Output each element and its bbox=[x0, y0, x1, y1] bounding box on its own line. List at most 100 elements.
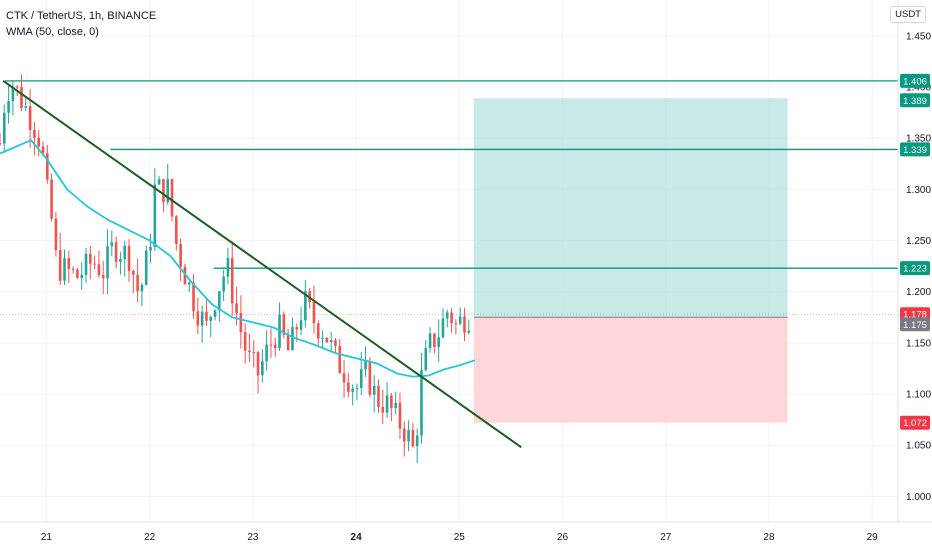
candle-up bbox=[110, 242, 114, 247]
candle-down bbox=[390, 395, 393, 409]
candle-up bbox=[351, 388, 354, 392]
candle-down bbox=[136, 274, 139, 292]
candle-down bbox=[33, 129, 36, 138]
candle-down bbox=[46, 153, 49, 180]
candle-up bbox=[213, 310, 217, 317]
y-tick-label: 1.450 bbox=[906, 31, 931, 42]
chart-legend: CTK / TetherUS, 1h, BINANCE WMA (50, clo… bbox=[6, 8, 156, 40]
candle-up bbox=[415, 435, 419, 447]
candle-up bbox=[157, 179, 161, 185]
x-tick-label: 28 bbox=[763, 532, 775, 543]
candle-down bbox=[398, 402, 402, 429]
price-badge-level bbox=[900, 261, 930, 276]
candle-up bbox=[166, 179, 170, 203]
indicator-label[interactable]: WMA (50, close, 0) bbox=[6, 26, 99, 38]
candle-down bbox=[312, 302, 316, 324]
candle-up bbox=[3, 112, 6, 144]
candle-up bbox=[149, 246, 152, 251]
time-axis-bg bbox=[0, 522, 932, 550]
candle-up bbox=[321, 337, 324, 339]
candle-down bbox=[93, 263, 96, 265]
candle-down bbox=[50, 179, 53, 219]
price-badge-label: 1.072 bbox=[903, 418, 927, 429]
price-badge-label: 1.389 bbox=[903, 96, 927, 107]
candle-down bbox=[347, 382, 350, 392]
candle-up bbox=[63, 258, 66, 281]
candle-up bbox=[153, 184, 157, 247]
candle-up bbox=[222, 276, 225, 292]
candle-down bbox=[248, 350, 251, 352]
loss-zone bbox=[473, 317, 788, 423]
currency-label[interactable]: USDT bbox=[890, 6, 926, 23]
candle-up bbox=[372, 385, 376, 395]
candle-up bbox=[261, 361, 264, 376]
y-tick-label: 1.050 bbox=[906, 441, 931, 452]
candle-up bbox=[458, 316, 462, 324]
candle-up bbox=[84, 253, 88, 275]
candle-down bbox=[28, 106, 32, 130]
candle-down bbox=[334, 340, 337, 346]
candle-down bbox=[54, 218, 58, 251]
candle-up bbox=[299, 320, 303, 330]
candle-up bbox=[80, 274, 84, 278]
candle-up bbox=[424, 348, 428, 371]
candle-down bbox=[183, 266, 187, 285]
price-badge-level bbox=[900, 73, 930, 88]
candle-up bbox=[187, 282, 191, 285]
candle-up bbox=[119, 258, 122, 262]
candle-down bbox=[179, 243, 182, 267]
candle-up bbox=[106, 246, 109, 279]
candle-down bbox=[454, 323, 458, 325]
candle-down bbox=[15, 86, 19, 88]
candle-down bbox=[463, 316, 466, 333]
x-tick-label: 25 bbox=[454, 532, 466, 543]
candle-up bbox=[329, 340, 333, 343]
trendline-segment bbox=[2, 80, 522, 449]
candle-up bbox=[420, 370, 423, 436]
price-badge-label: 1.339 bbox=[903, 145, 927, 156]
candle-down bbox=[243, 332, 247, 351]
horizontal-levels[interactable] bbox=[0, 80, 898, 315]
candle-down bbox=[37, 137, 41, 147]
position-zones bbox=[473, 98, 788, 423]
candle-down bbox=[377, 385, 380, 407]
x-tick-label: 24 bbox=[351, 532, 363, 543]
candle-down bbox=[338, 345, 342, 374]
candle-up bbox=[445, 312, 449, 319]
candle-down bbox=[170, 179, 174, 217]
candle-down bbox=[235, 303, 238, 314]
symbol-title[interactable]: CTK / TetherUS, 1h, BINANCE bbox=[6, 10, 157, 22]
candle-down bbox=[20, 87, 23, 109]
y-tick-label: 1.000 bbox=[906, 492, 931, 503]
x-tick-label: 26 bbox=[557, 532, 569, 543]
price-badge-label: 1.223 bbox=[903, 264, 927, 275]
candle-down bbox=[368, 361, 372, 395]
price-badge-entry bbox=[900, 317, 930, 332]
price-badge-label: 1.406 bbox=[903, 76, 927, 87]
candle-down bbox=[230, 257, 234, 304]
candle-down bbox=[192, 282, 195, 312]
candle-down bbox=[402, 428, 406, 442]
candle-up bbox=[441, 318, 445, 338]
x-tick-label: 23 bbox=[247, 532, 259, 543]
candle-down bbox=[273, 344, 277, 349]
candle-up bbox=[394, 402, 397, 409]
candle-down bbox=[342, 373, 346, 383]
wma-series-line bbox=[0, 139, 476, 378]
candle-up bbox=[226, 257, 230, 277]
candle-up bbox=[291, 327, 294, 351]
price-badge-target bbox=[900, 93, 930, 108]
candle-down bbox=[58, 250, 62, 281]
y-tick-label: 1.150 bbox=[906, 338, 931, 349]
candle-down bbox=[127, 245, 131, 272]
candle-down bbox=[239, 313, 243, 333]
y-tick-label: 1.250 bbox=[906, 236, 931, 247]
candle-down bbox=[411, 429, 415, 447]
trendline[interactable] bbox=[2, 80, 522, 449]
candles bbox=[0, 74, 471, 464]
candle-down bbox=[162, 179, 165, 203]
y-tick-label: 1.350 bbox=[906, 134, 931, 145]
candle-up bbox=[467, 330, 471, 333]
